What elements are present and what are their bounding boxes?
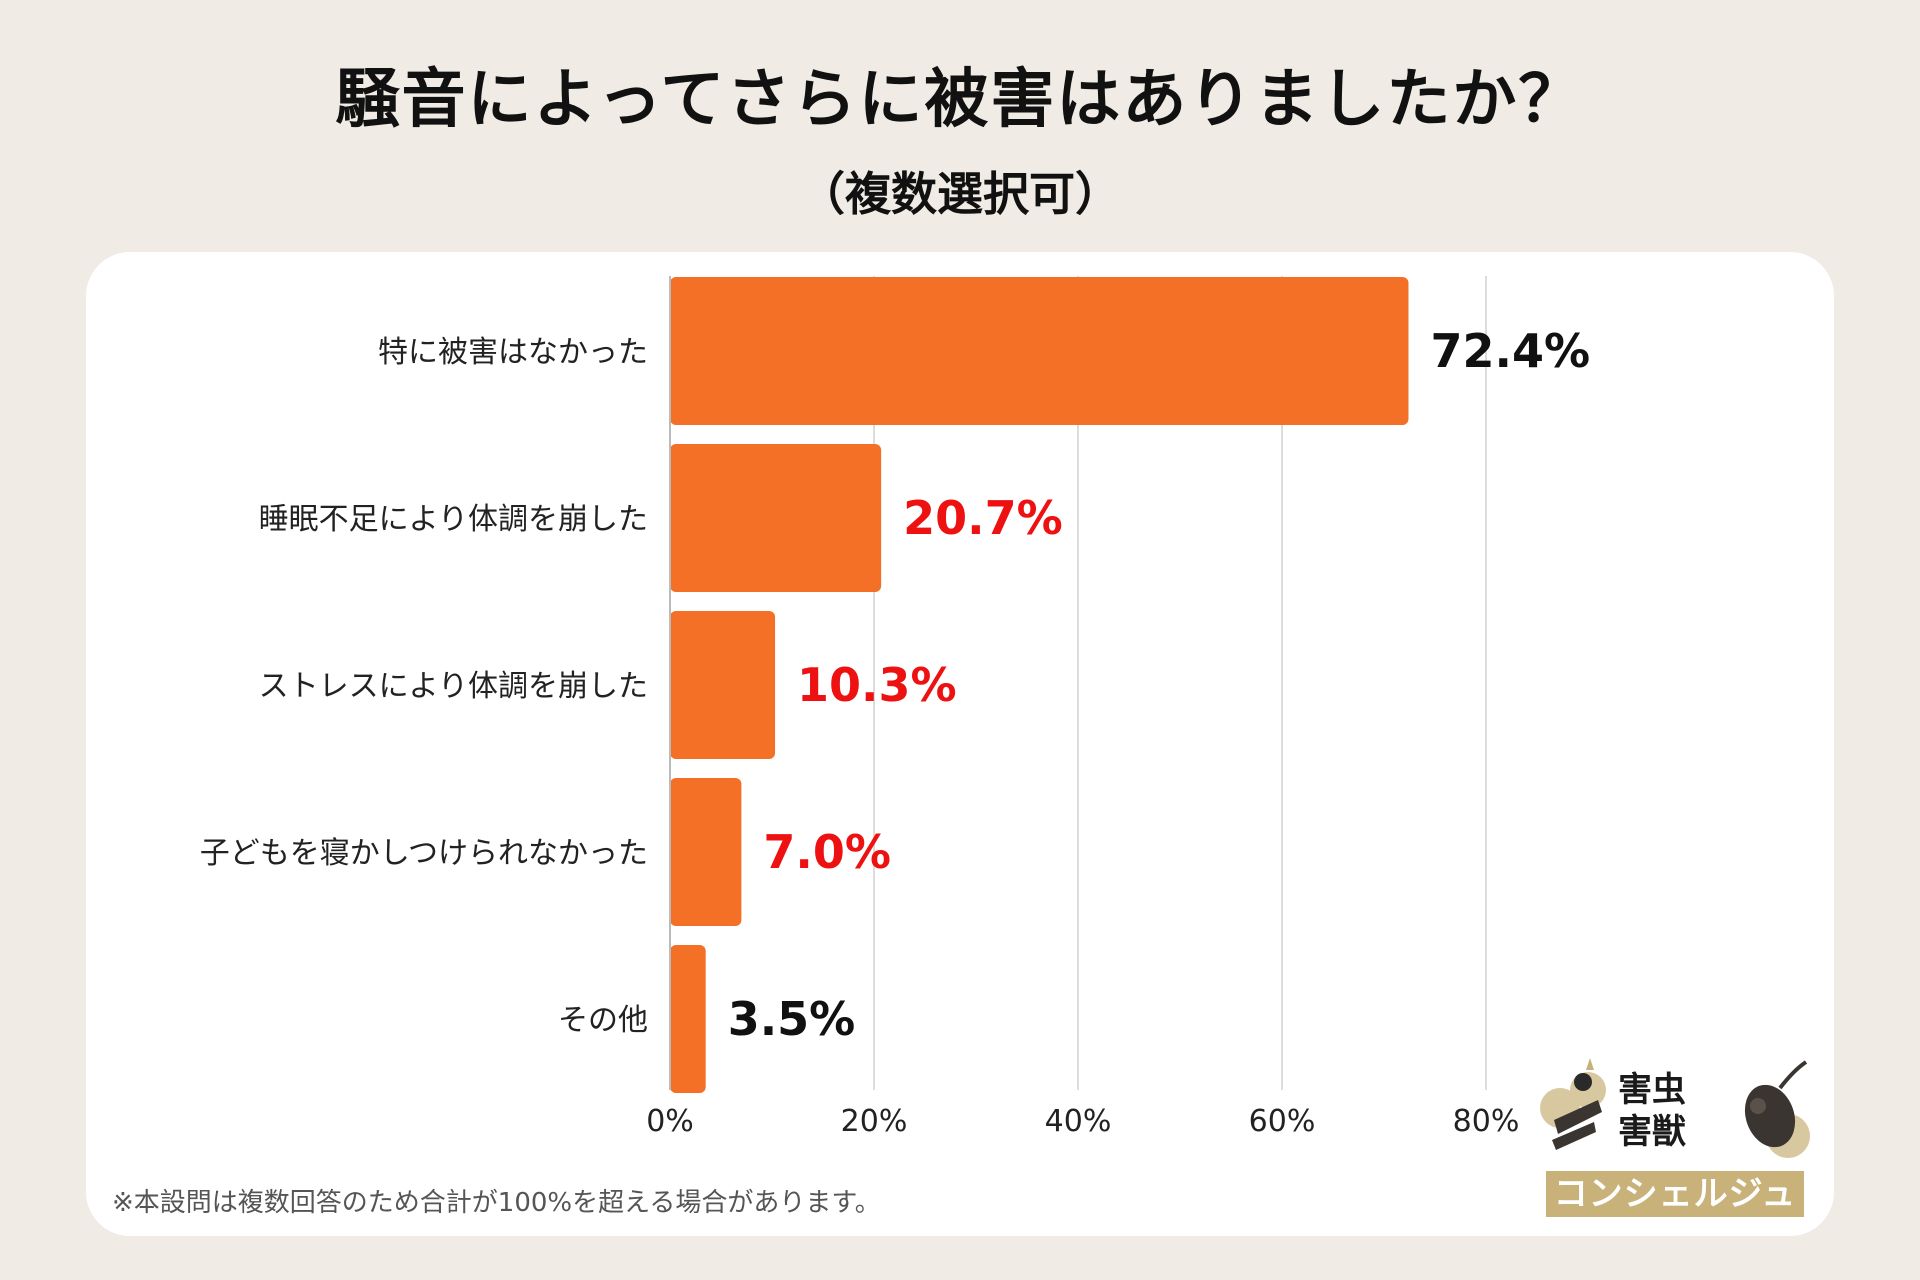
chart-title: 騒音によってさらに被害はありましたか？ [335, 63, 1585, 137]
bar [670, 277, 1409, 425]
bar [670, 778, 742, 926]
x-tick-label: 60% [1249, 1104, 1316, 1139]
logo-line-1: 害虫 [1618, 1070, 1686, 1110]
bee-icon [1540, 1058, 1606, 1150]
category-label: その他 [558, 1003, 648, 1038]
category-label: 子どもを寝かしつけられなかった [200, 836, 648, 871]
x-tick-label: 40% [1045, 1104, 1112, 1139]
value-label: 7.0% [763, 825, 891, 879]
logo-band: コンシェルジュ [1546, 1168, 1804, 1217]
x-tick-label: 80% [1453, 1104, 1520, 1139]
brand-logo: 害虫 害獣 コンシェルジュ [1536, 1050, 1816, 1222]
value-label: 20.7% [903, 491, 1063, 545]
bar [670, 611, 776, 759]
bar [670, 945, 706, 1093]
bar [670, 444, 882, 592]
value-label: 72.4% [1430, 324, 1590, 378]
chart-card: 0% 20% 40% 60% 80% 特に被害はなかった 72.4% 睡眠不足により体調を崩し… [86, 252, 1834, 1236]
chart-subtitle: （複数選択可） [799, 167, 1121, 221]
value-label: 3.5% [728, 992, 856, 1046]
bar-chart: 0% 20% 40% 60% 80% 特に被害はなかった 72.4% 睡眠不足により体調を崩し… [200, 276, 1590, 1139]
x-tick-label: 20% [841, 1104, 908, 1139]
x-tick-label: 0% [646, 1104, 694, 1139]
category-label: ストレスにより体調を崩した [259, 669, 648, 704]
rat-icon [1744, 1060, 1810, 1158]
category-label: 特に被害はなかった [378, 335, 648, 370]
value-label: 10.3% [797, 658, 957, 712]
footnote: ※本設問は複数回答のため合計が100%を超える場合があります。 [112, 1188, 881, 1218]
logo-line-2: 害獣 [1618, 1112, 1686, 1152]
category-label: 睡眠不足により体調を崩した [259, 502, 648, 537]
